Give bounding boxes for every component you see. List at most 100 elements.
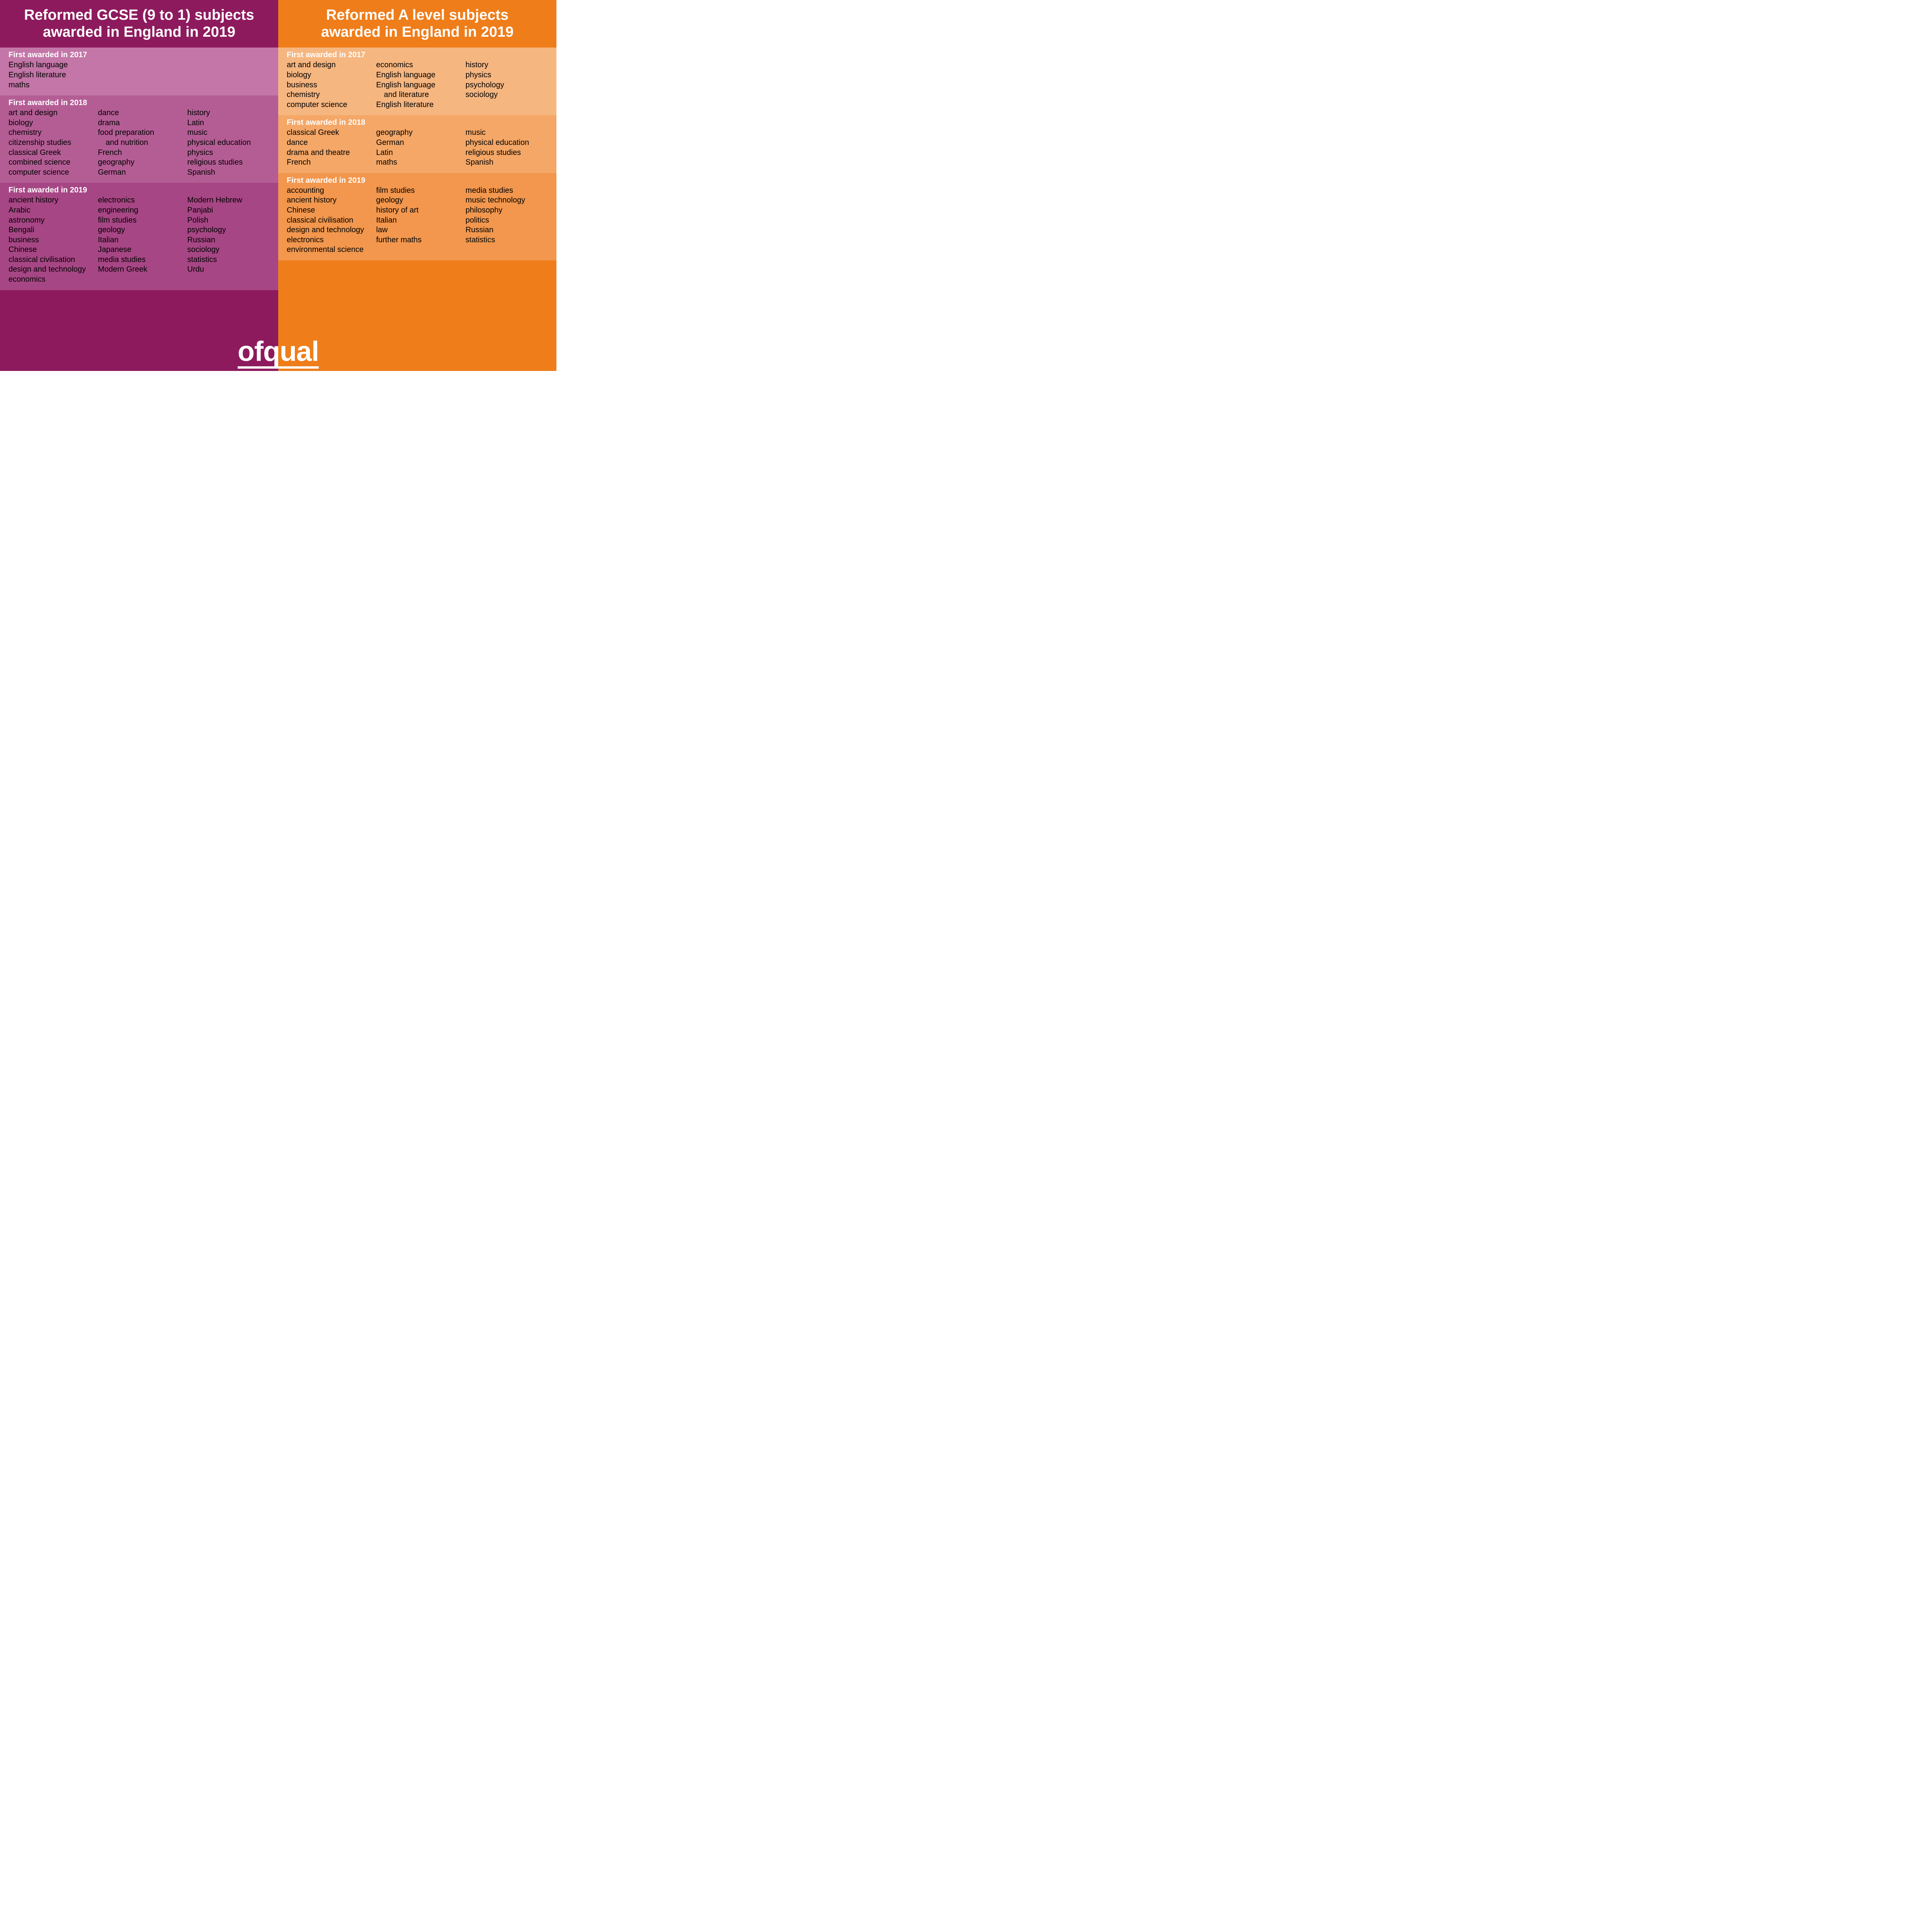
subject-item: chemistry <box>287 90 369 100</box>
subject-item: electronics <box>98 196 180 206</box>
subject-item: geology <box>98 225 180 235</box>
subject-item: English language <box>376 70 458 80</box>
subject-item: Italian <box>98 235 180 245</box>
subject-item: ancient history <box>287 196 369 206</box>
subject-item: Latin <box>376 148 458 158</box>
subject-column: ancient historyArabicastronomyBengalibus… <box>9 196 91 284</box>
gcse-section-2019: First awarded in 2019 ancient historyAra… <box>0 183 278 290</box>
subject-item: German <box>98 168 180 178</box>
subject-columns: ancient historyArabicastronomyBengalibus… <box>9 196 270 284</box>
subject-item: classical Greek <box>9 148 91 158</box>
subject-item: economics <box>376 60 458 70</box>
subject-item: physics <box>466 70 548 80</box>
subject-item: Panjabi <box>187 206 270 216</box>
subject-column: media studiesmusic technologyphilosophyp… <box>466 186 548 255</box>
subject-item: psychology <box>187 225 270 235</box>
subject-item: physical education <box>466 138 548 148</box>
subject-columns: classical Greekdancedrama and theatreFre… <box>287 128 548 167</box>
subject-item: environmental science <box>287 245 369 255</box>
subject-item: dance <box>287 138 369 148</box>
subject-column: art and designbiologybusinesschemistryco… <box>287 60 369 110</box>
subject-item: music <box>466 128 548 138</box>
subject-item: classical civilisation <box>9 255 91 265</box>
subject-column: economicsEnglish languageEnglish languag… <box>376 60 458 110</box>
subject-item: design and technology <box>9 265 91 275</box>
subject-column: electronicsengineeringfilm studiesgeolog… <box>98 196 180 284</box>
subject-item: Russian <box>187 235 270 245</box>
subject-columns: art and designbiologychemistrycitizenshi… <box>9 108 270 177</box>
subject-item: sociology <box>466 90 548 100</box>
subject-item: combined science <box>9 158 91 168</box>
subject-item: ancient history <box>9 196 91 206</box>
subject-item: Italian <box>376 216 458 226</box>
subject-item: drama <box>98 118 180 128</box>
subject-column: art and designbiologychemistrycitizenshi… <box>9 108 91 177</box>
subject-item: English literature <box>376 100 458 110</box>
subject-column: historyLatinmusicphysical educationphysi… <box>187 108 270 177</box>
subject-item: sociology <box>187 245 270 255</box>
subject-item: Chinese <box>287 206 369 216</box>
subject-item: German <box>376 138 458 148</box>
subject-item: music technology <box>466 196 548 206</box>
ofqual-logo-text: ofqual <box>238 338 319 369</box>
subject-item: Spanish <box>187 168 270 178</box>
subject-column: accountingancient historyChineseclassica… <box>287 186 369 255</box>
subject-item: and literature <box>376 90 458 100</box>
subject-item: physics <box>187 148 270 158</box>
subject-column: historyphysicspsychologysociology <box>466 60 548 110</box>
gcse-panel-title: Reformed GCSE (9 to 1) subjects awarded … <box>0 0 278 48</box>
subject-item: philosophy <box>466 206 548 216</box>
subject-item: English language <box>9 60 91 70</box>
section-heading: First awarded in 2019 <box>287 176 548 185</box>
subject-item: food preparation <box>98 128 180 138</box>
gcse-title-line1: Reformed GCSE (9 to 1) subjects <box>12 7 267 24</box>
subject-item: Polish <box>187 216 270 226</box>
panels-row: Reformed GCSE (9 to 1) subjects awarded … <box>0 0 556 328</box>
subject-item: and nutrition <box>98 138 180 148</box>
gcse-section-2018: First awarded in 2018 art and designbiol… <box>0 95 278 183</box>
subject-item: chemistry <box>9 128 91 138</box>
section-heading: First awarded in 2018 <box>287 118 548 127</box>
subject-column <box>187 60 270 90</box>
subject-item: French <box>98 148 180 158</box>
alevel-panel-title: Reformed A level subjects awarded in Eng… <box>278 0 556 48</box>
subject-item: computer science <box>287 100 369 110</box>
subject-columns: accountingancient historyChineseclassica… <box>287 186 548 255</box>
subject-item: citizenship studies <box>9 138 91 148</box>
gcse-panel: Reformed GCSE (9 to 1) subjects awarded … <box>0 0 278 328</box>
alevel-panel: Reformed A level subjects awarded in Eng… <box>278 0 556 328</box>
subject-item: psychology <box>466 80 548 90</box>
subject-column: film studiesgeologyhistory of artItalian… <box>376 186 458 255</box>
infographic-root: Reformed GCSE (9 to 1) subjects awarded … <box>0 0 556 371</box>
subject-item: religious studies <box>187 158 270 168</box>
subject-column: Modern HebrewPanjabiPolishpsychologyRuss… <box>187 196 270 284</box>
subject-columns: English languageEnglish literaturemaths <box>9 60 270 90</box>
section-heading: First awarded in 2017 <box>9 51 270 60</box>
subject-item: dance <box>98 108 180 118</box>
subject-item: drama and theatre <box>287 148 369 158</box>
subject-item: French <box>287 158 369 168</box>
subject-item: Bengali <box>9 225 91 235</box>
alevel-title-line1: Reformed A level subjects <box>290 7 545 24</box>
subject-item: classical Greek <box>287 128 369 138</box>
subject-column: geographyGermanLatinmaths <box>376 128 458 167</box>
subject-item: classical civilisation <box>287 216 369 226</box>
subject-item: media studies <box>466 186 548 196</box>
gcse-title-line2: awarded in England in 2019 <box>12 24 267 41</box>
subject-columns: art and designbiologybusinesschemistryco… <box>287 60 548 110</box>
subject-item: geology <box>376 196 458 206</box>
subject-item: media studies <box>98 255 180 265</box>
subject-item: Spanish <box>466 158 548 168</box>
subject-item: astronomy <box>9 216 91 226</box>
alevel-section-2018: First awarded in 2018 classical Greekdan… <box>278 115 556 173</box>
alevel-title-line2: awarded in England in 2019 <box>290 24 545 41</box>
subject-item: Japanese <box>98 245 180 255</box>
subject-item: art and design <box>287 60 369 70</box>
subject-item: computer science <box>9 168 91 178</box>
subject-column: English languageEnglish literaturemaths <box>9 60 91 90</box>
subject-item: biology <box>287 70 369 80</box>
subject-item: engineering <box>98 206 180 216</box>
subject-item: Latin <box>187 118 270 128</box>
section-heading: First awarded in 2017 <box>287 51 548 60</box>
subject-item: Arabic <box>9 206 91 216</box>
